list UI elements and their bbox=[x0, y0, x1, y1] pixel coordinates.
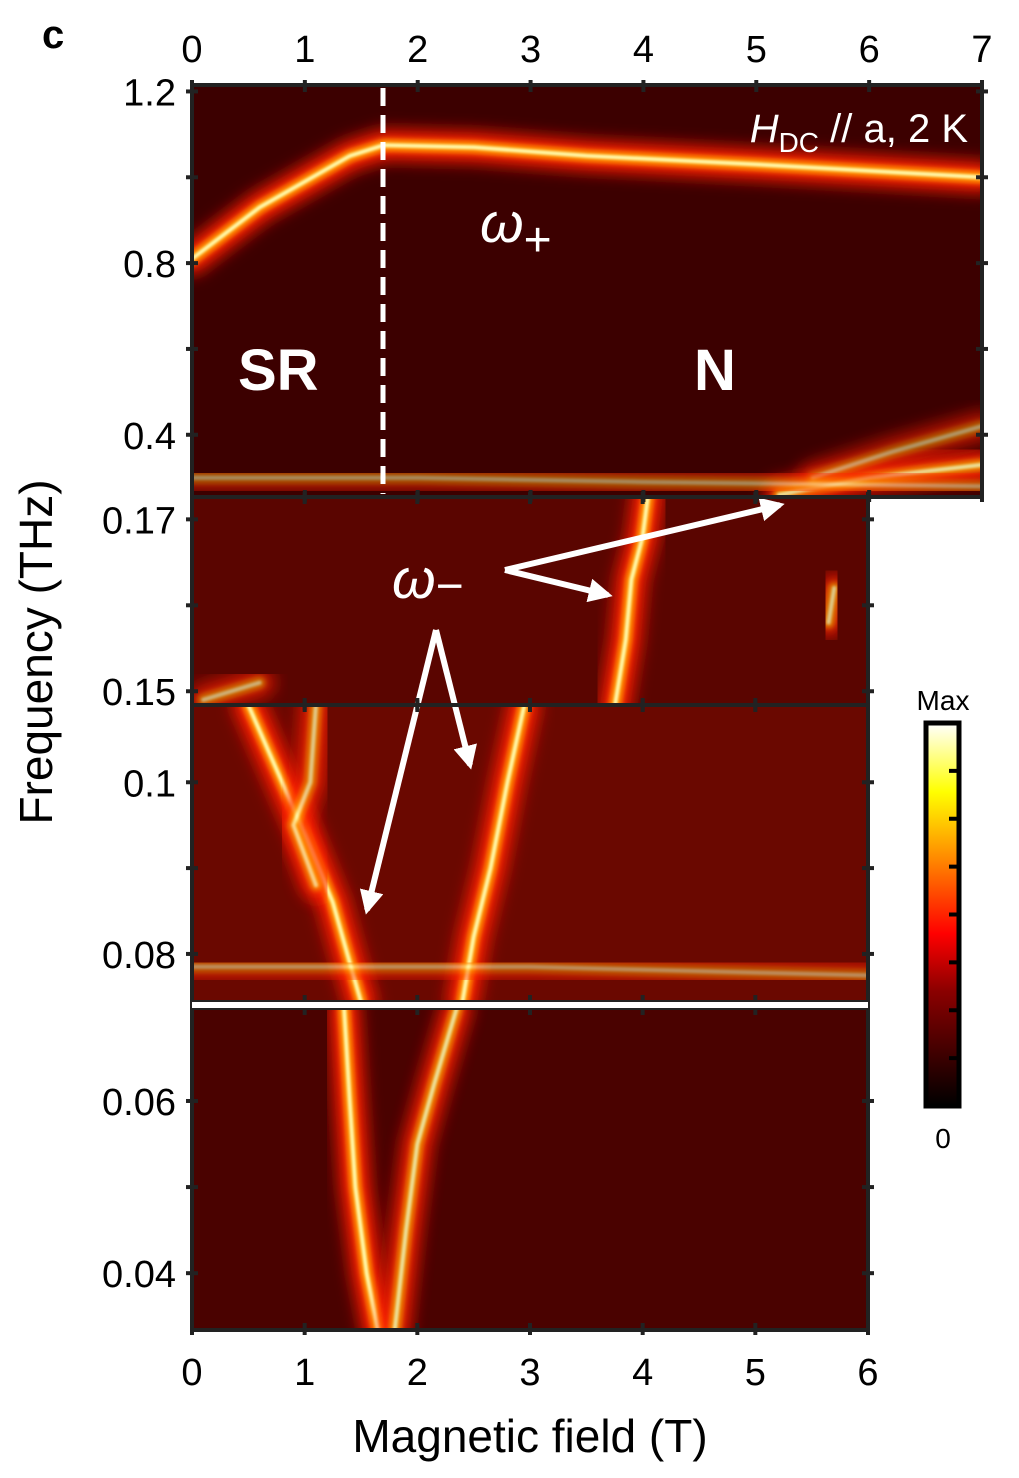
y-tick-label: 0.15 bbox=[102, 672, 176, 714]
trace-core bbox=[192, 143, 982, 261]
omega-minus-arrows bbox=[359, 497, 785, 915]
bottom-x-tick-label: 3 bbox=[519, 1352, 540, 1394]
trace-core bbox=[201, 680, 262, 702]
trace-low-band bbox=[192, 462, 982, 497]
mode-label-omega-minus: ω− bbox=[392, 547, 464, 613]
trace-sr-branch bbox=[329, 1008, 393, 1330]
trace-core bbox=[826, 586, 837, 625]
bottom-x-tick-label: 0 bbox=[181, 1352, 202, 1394]
trace-core bbox=[192, 475, 982, 489]
mode-label-omega-plus: ω+ bbox=[480, 191, 552, 267]
y-tick-label: 0.1 bbox=[123, 763, 176, 805]
colorbar-max-label: Max bbox=[917, 685, 970, 716]
y-tick-label: 0.08 bbox=[102, 935, 176, 977]
top-x-tick-label: 4 bbox=[633, 29, 654, 71]
heatmap-panel-p2 bbox=[192, 497, 868, 705]
trace-omega-minus-upper bbox=[599, 497, 663, 705]
trace-omega-plus bbox=[192, 130, 982, 274]
top-x-tick-label: 1 bbox=[294, 29, 315, 71]
bottom-x-tick-label: 2 bbox=[407, 1352, 428, 1394]
y-tick-label: 0.8 bbox=[123, 244, 176, 286]
top-x-tick-label: 0 bbox=[181, 29, 202, 71]
trace-n-branch bbox=[379, 1008, 472, 1330]
top-x-tick-label: 5 bbox=[746, 29, 767, 71]
trace-core bbox=[613, 497, 650, 705]
heatmap-panel-p4 bbox=[192, 1008, 868, 1330]
trace-core bbox=[392, 1008, 459, 1330]
y-tick-label: 0.4 bbox=[123, 416, 176, 458]
trace-band-078 bbox=[192, 951, 868, 991]
bottom-x-tick-label: 1 bbox=[294, 1352, 315, 1394]
top-x-tick-label: 6 bbox=[859, 29, 880, 71]
trace-low-branch-2 bbox=[797, 411, 982, 493]
trace-core bbox=[810, 424, 982, 480]
heatmap-panel-p3 bbox=[192, 705, 868, 1002]
heatmap-background bbox=[192, 1008, 868, 1330]
trace-core bbox=[192, 964, 868, 978]
y-tick-label: 0.04 bbox=[102, 1254, 176, 1296]
y-axis-label: Frequency (THz) bbox=[10, 479, 62, 824]
condition-annotation: HDC // a, 2 K bbox=[750, 107, 969, 158]
panel-label: c bbox=[42, 13, 64, 57]
phase-label-n: N bbox=[694, 338, 736, 403]
heatmap-background bbox=[192, 497, 868, 705]
trace-core bbox=[342, 1008, 380, 1330]
top-x-tick-label: 2 bbox=[407, 29, 428, 71]
x-axis-label: Magnetic field (T) bbox=[352, 1410, 707, 1462]
colorbar-min-label: 0 bbox=[935, 1123, 951, 1154]
y-tick-label: 0.17 bbox=[102, 500, 176, 542]
top-x-tick-label: 7 bbox=[971, 29, 992, 71]
bottom-x-tick-label: 6 bbox=[857, 1352, 878, 1394]
trace-left-blob bbox=[192, 667, 275, 705]
phase-label-sr: SR bbox=[238, 338, 319, 403]
y-tick-label: 1.2 bbox=[123, 72, 176, 114]
top-x-tick-label: 3 bbox=[520, 29, 541, 71]
bottom-x-tick-label: 4 bbox=[632, 1352, 653, 1394]
y-tick-label: 0.06 bbox=[102, 1082, 176, 1124]
panel-separator bbox=[192, 1002, 868, 1008]
heatmap-panel-p1 bbox=[192, 85, 982, 497]
trace-n-blob bbox=[813, 573, 850, 638]
bottom-x-tick-label: 5 bbox=[745, 1352, 766, 1394]
